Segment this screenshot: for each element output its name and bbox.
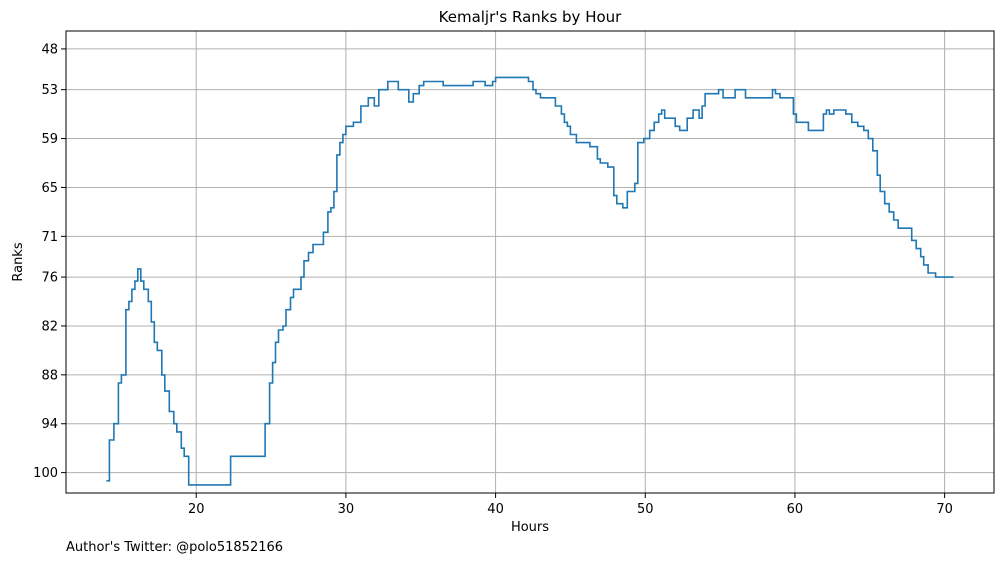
author-credit: Author's Twitter: @polo51852166 [66, 540, 283, 555]
y-tick-label: 88 [41, 368, 58, 383]
x-tick-label: 70 [936, 502, 953, 517]
y-tick-label: 100 [33, 466, 58, 481]
y-tick-label: 65 [41, 181, 58, 196]
x-tick-label: 30 [338, 502, 355, 517]
y-axis-label: Ranks [11, 242, 26, 281]
y-axis: 48 53 59 65 71 76 82 88 94 100 [33, 42, 66, 481]
y-tick-label: 71 [41, 230, 58, 245]
grid-layer [66, 31, 994, 493]
plot-frame [65, 30, 995, 494]
y-tick-label: 48 [41, 42, 58, 57]
y-tick-label: 82 [41, 319, 58, 334]
x-tick-label: 20 [188, 502, 205, 517]
x-axis: 20 30 40 50 60 70 [188, 493, 953, 517]
y-tick-label: 59 [41, 132, 58, 147]
chart-title: Kemaljr's Ranks by Hour [439, 8, 623, 26]
y-tick-label: 76 [41, 271, 58, 286]
rank-step-line [106, 76, 954, 486]
x-tick-label: 50 [637, 502, 654, 517]
series-layer [106, 76, 954, 486]
x-tick-label: 60 [787, 502, 804, 517]
y-tick-label: 94 [41, 417, 58, 432]
x-tick-label: 40 [487, 502, 504, 517]
x-axis-label: Hours [511, 520, 549, 535]
y-tick-label: 53 [41, 83, 58, 98]
